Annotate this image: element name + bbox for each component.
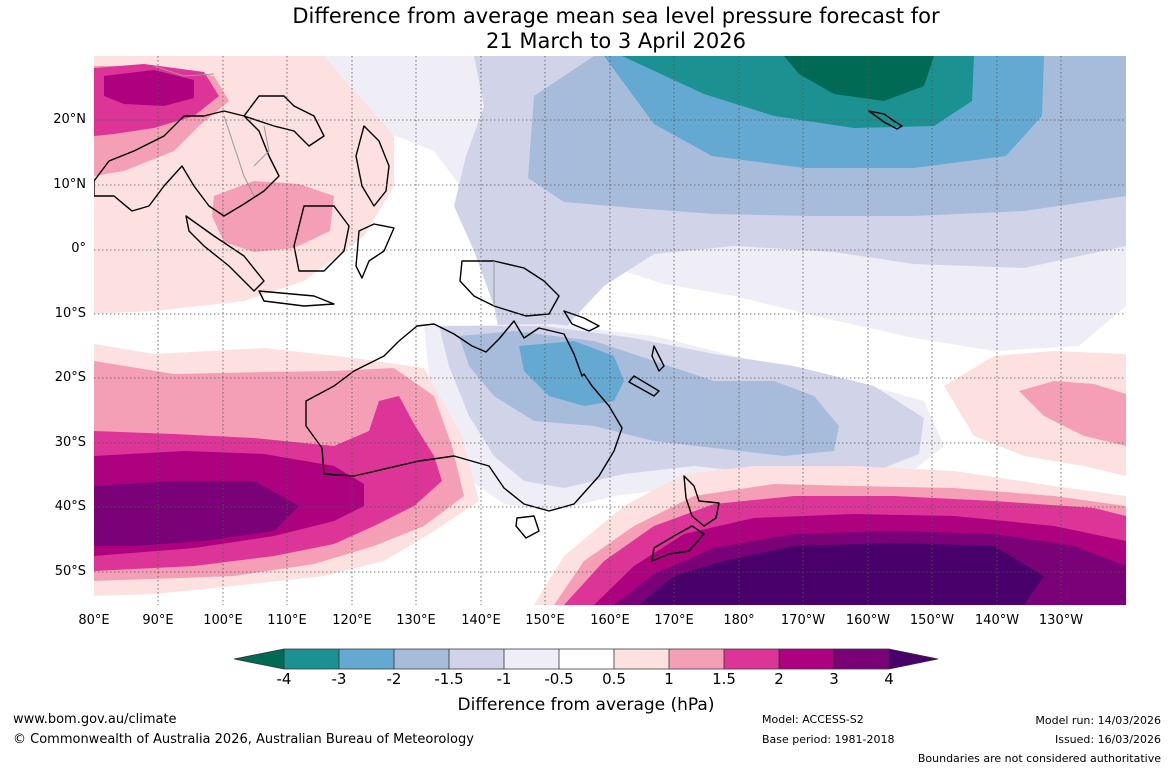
colorbar-tick: -1.5 [434, 670, 464, 688]
coastline-new-zealand-south [651, 525, 705, 562]
country-borders [153, 65, 495, 306]
colorbar-swatch-8 [669, 649, 724, 669]
lon-label-130e: 130°E [396, 613, 436, 628]
lat-label-0: 0° [71, 241, 86, 256]
colorbar-label: Difference from average (hPa) [457, 695, 715, 715]
colorbar-swatch-6 [559, 649, 614, 669]
model-text: Model: ACCESS-S2 [762, 713, 864, 726]
colorbar [233, 646, 939, 672]
lon-label-140e: 140°E [461, 613, 501, 628]
disclaimer-text: Boundaries are not considered authoritat… [917, 752, 1161, 765]
coastline-sulawesi [355, 223, 395, 279]
colorbar-swatch-12 [889, 649, 938, 669]
anomaly-band-pos2-asia [104, 70, 194, 106]
lon-label-120e: 120°E [332, 613, 372, 628]
colorbar-tick: -1 [496, 670, 512, 688]
lon-label-150e: 150°E [525, 613, 565, 628]
colorbar-swatch-7 [614, 649, 669, 669]
lat-label-50s: 50°S [54, 564, 86, 579]
lon-label-90e: 90°E [142, 613, 174, 628]
colorbar-tick: -3 [331, 670, 347, 688]
anomaly-band-pos3-sw [94, 481, 299, 546]
colorbar-tick: -2 [386, 670, 402, 688]
copyright-text: © Commonwealth of Australia 2026, Austra… [13, 732, 474, 747]
colorbar-swatch-4 [449, 649, 504, 669]
coastline-asia-mainland [94, 95, 325, 217]
coastline-vanuatu [651, 345, 665, 372]
colorbar-tick: -4 [276, 670, 292, 688]
model-run-text: Model run: 14/03/2026 [1035, 714, 1161, 727]
lon-label-180: 180° [723, 613, 755, 628]
lon-label-160e: 160°E [590, 613, 630, 628]
colorbar-swatch-2 [339, 649, 394, 669]
coastline-philippines [355, 125, 390, 207]
lat-label-20n: 20°N [53, 112, 86, 127]
issued-text: Issued: 16/03/2026 [1054, 733, 1161, 746]
lat-label-30s: 30°S [54, 435, 86, 450]
lat-label-10n: 10°N [53, 177, 86, 192]
colorbar-tick: 3 [829, 670, 839, 688]
lat-label-40s: 40°S [54, 499, 86, 514]
lon-label-110e: 110°E [267, 613, 307, 628]
coastline-sumatra [185, 215, 265, 292]
lon-label-140w: 140°W [974, 613, 1020, 628]
lon-label-170e: 170°E [654, 613, 694, 628]
coastline-new-zealand-north [683, 475, 720, 527]
colorbar-tick: 4 [884, 670, 894, 688]
coastline-solomon-islands [563, 310, 600, 332]
title-line-1: Difference from average mean sea level p… [292, 4, 940, 28]
lon-label-150w: 150°W [909, 613, 955, 628]
colorbar-swatch-3 [394, 649, 449, 669]
anomaly-band-pos05-east [944, 351, 1126, 476]
pressure-anomaly-map [94, 56, 1126, 605]
lon-label-160w: 160°W [845, 613, 891, 628]
chart-title: Difference from average mean sea level p… [0, 4, 1173, 54]
anomaly-band-neg4 [784, 56, 934, 101]
coastline-java [258, 290, 335, 307]
coastline-hawaii [868, 110, 903, 130]
colorbar-tick: 1.5 [712, 670, 736, 688]
coastline-new-caledonia [628, 375, 660, 397]
colorbar-swatch-5 [504, 649, 559, 669]
lon-label-170w: 170°W [780, 613, 826, 628]
colorbar-swatch-11 [834, 649, 889, 669]
colorbar-swatch-1 [284, 649, 339, 669]
lon-label-130w: 130°W [1038, 613, 1084, 628]
anomaly-band-pos4-south [639, 543, 1044, 605]
colorbar-tick: -0.5 [544, 670, 574, 688]
lon-label-100e: 100°E [203, 613, 243, 628]
colorbar-tick: 2 [774, 670, 784, 688]
lat-label-20s: 20°S [54, 370, 86, 385]
colorbar-swatch-10 [779, 649, 834, 669]
lon-label-80e: 80°E [78, 613, 110, 628]
base-period-text: Base period: 1981-2018 [762, 733, 895, 746]
title-line-2: 21 March to 3 April 2026 [486, 29, 746, 53]
coastline-australia [305, 320, 623, 512]
anomaly-band-pos1-east [1019, 381, 1126, 446]
colorbar-tick: 0.5 [602, 670, 626, 688]
colorbar-swatch-0 [234, 649, 284, 669]
graticule [94, 56, 1126, 605]
website-link[interactable]: www.bom.gov.au/climate [13, 712, 177, 727]
coastline-new-guinea [459, 260, 560, 317]
colorbar-tick: 1 [664, 670, 674, 688]
lat-label-10s: 10°S [54, 306, 86, 321]
colorbar-swatch-9 [724, 649, 779, 669]
coastline-tasmania [515, 515, 540, 539]
